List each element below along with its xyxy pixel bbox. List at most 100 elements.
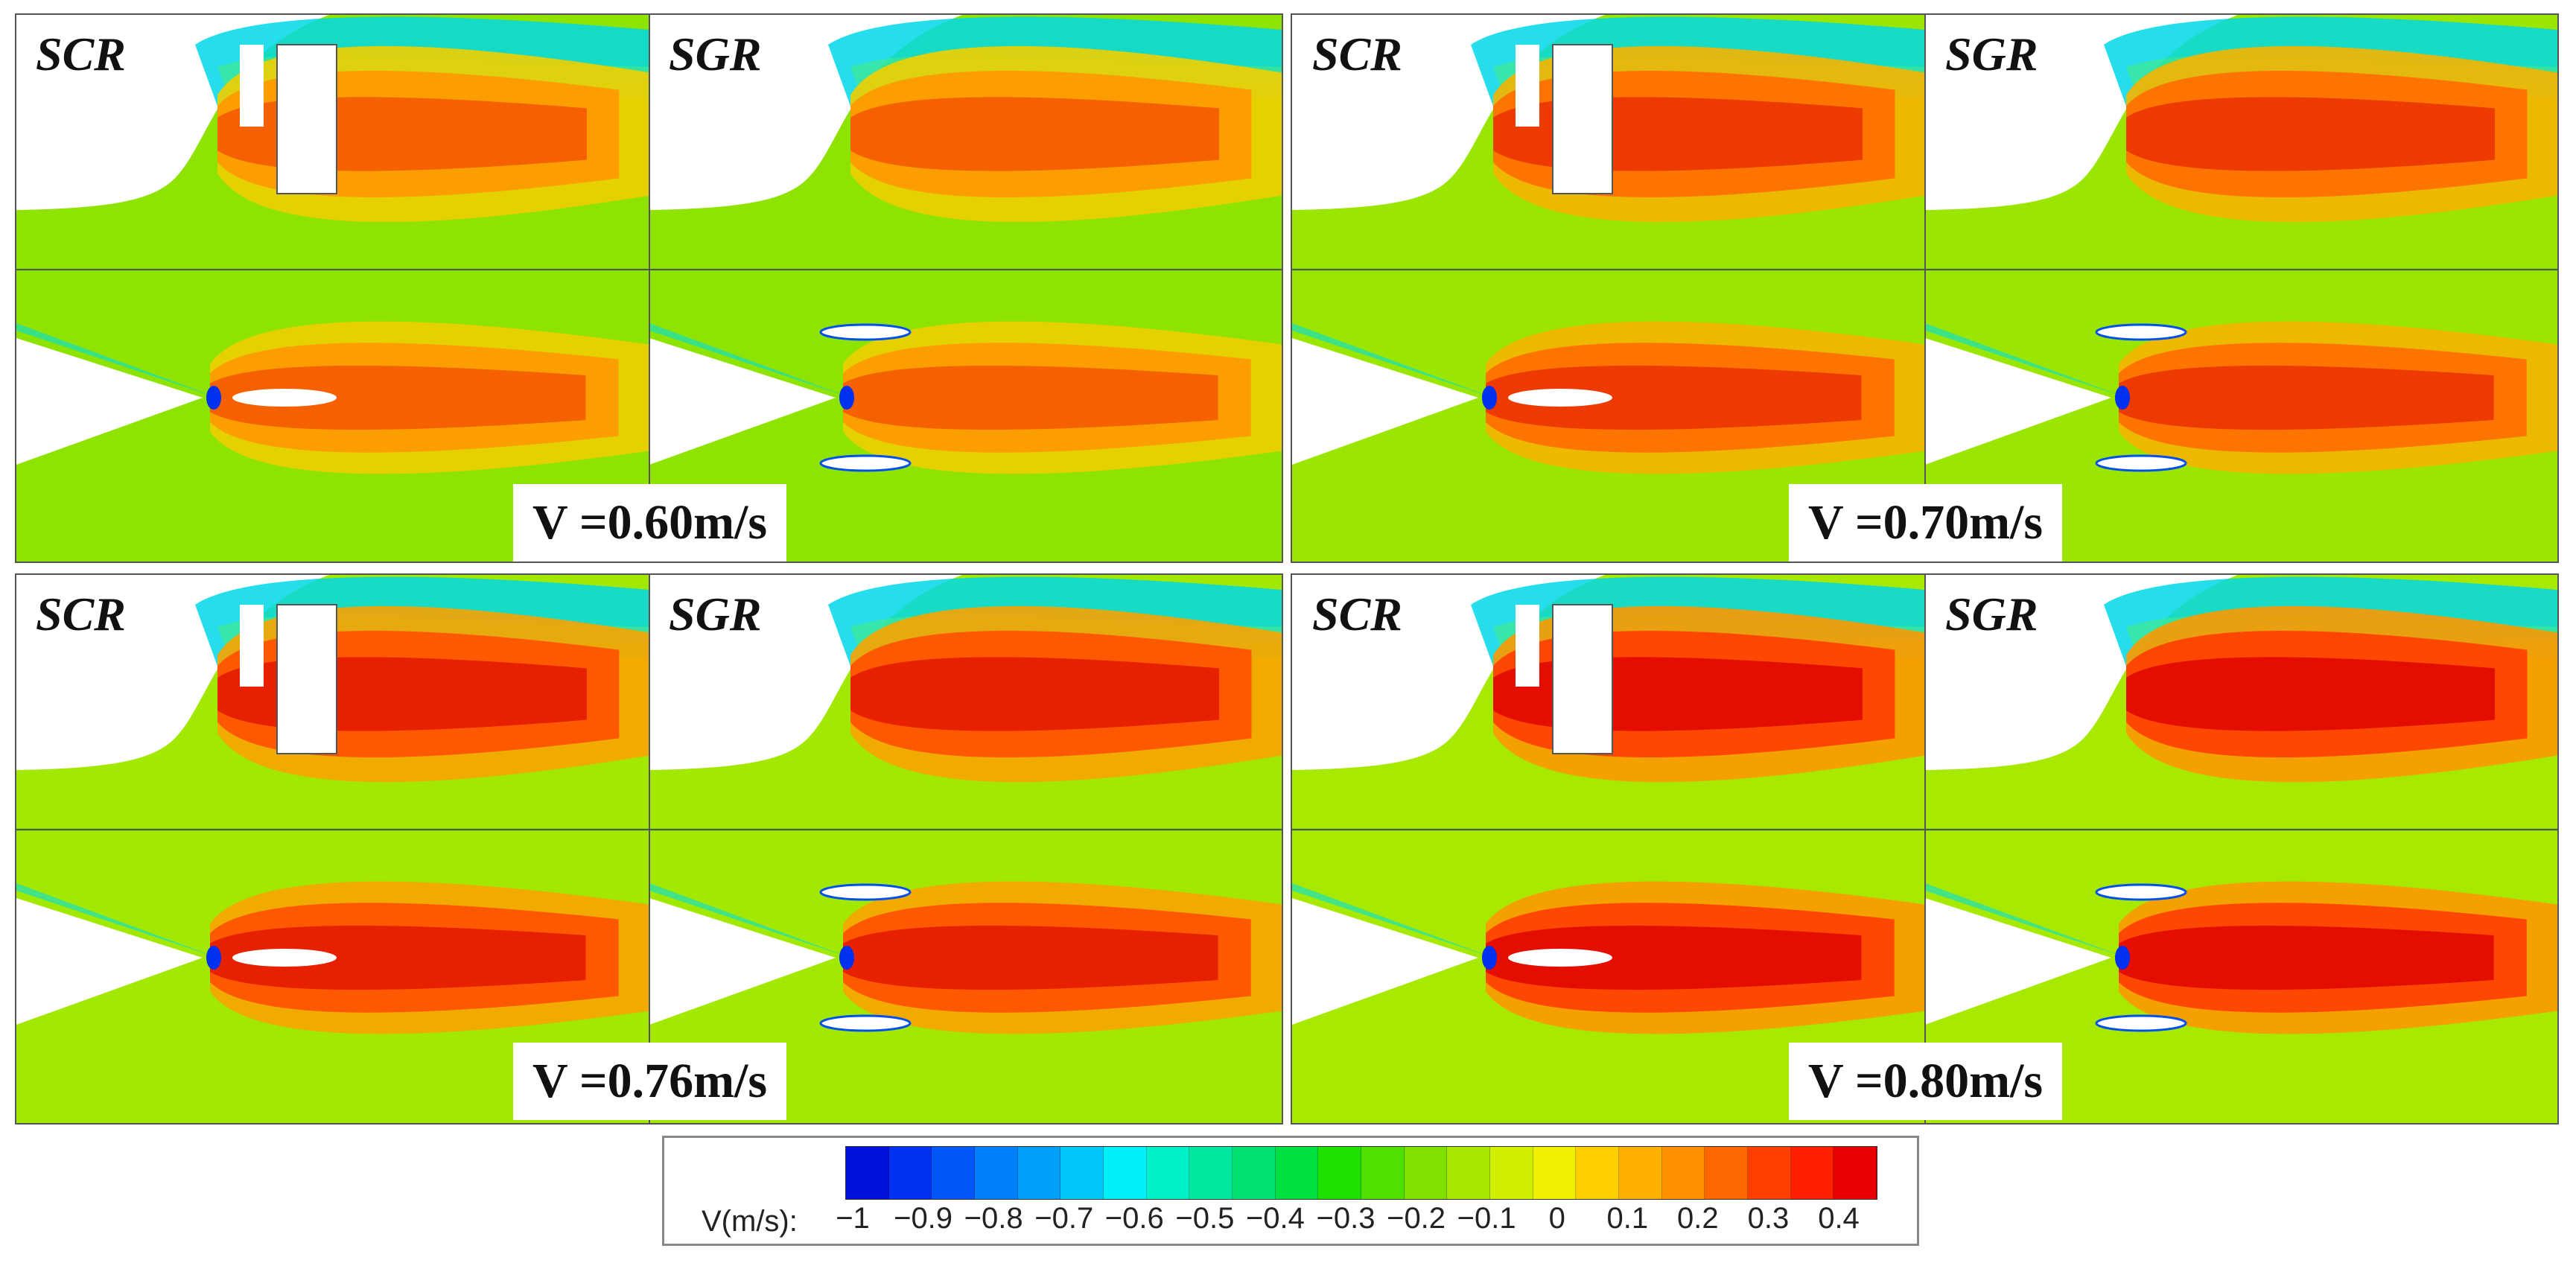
legend-tick: 0.3	[1747, 1202, 1790, 1235]
guide-rudder-bottom	[819, 454, 912, 472]
scr-hull-edge	[16, 323, 217, 398]
scr-hull-edge	[16, 883, 217, 958]
legend-title: V(m/s):	[702, 1205, 798, 1238]
legend-tick: −0.9	[894, 1202, 953, 1235]
scr-label: SCR	[36, 588, 126, 640]
scr-side-wake-layer	[1493, 97, 1863, 171]
legend-tick: 0.2	[1677, 1202, 1719, 1235]
propeller-side	[1516, 45, 1539, 127]
scr-rotor-core	[206, 946, 221, 970]
contour-group-3	[15, 573, 1283, 1125]
legend-swatch	[1661, 1147, 1705, 1199]
legend-swatch	[1318, 1147, 1362, 1199]
scr-hull-top	[1292, 338, 1478, 465]
sgr-top-wake-layer	[843, 366, 1218, 430]
sgr-label: SGR	[1945, 28, 2038, 80]
legend-swatch	[1361, 1147, 1405, 1199]
legend-colorbar	[845, 1146, 1877, 1200]
sgr-rotor-core	[2115, 946, 2130, 970]
velocity-label-3: V =0.76m/s	[513, 1043, 787, 1120]
legend-swatch	[1490, 1147, 1533, 1199]
scr-hull-top	[16, 898, 203, 1025]
rudder-top	[232, 389, 337, 407]
guide-rudder-top	[2095, 323, 2187, 341]
propeller-side	[1516, 605, 1539, 687]
scr-side-wake-layer	[1493, 657, 1863, 731]
scr-side-wake-layer	[217, 657, 587, 731]
legend-tick: 0.1	[1606, 1202, 1649, 1235]
contour-plot	[16, 575, 1282, 1123]
velocity-label-2: V =0.70m/s	[1789, 484, 2063, 562]
scr-top-wake-layer	[210, 926, 586, 990]
sgr-label: SGR	[1945, 588, 2038, 640]
sgr-hull-edge	[649, 883, 850, 958]
legend-tick: −0.2	[1387, 1202, 1446, 1235]
legend-tick: −1	[836, 1202, 870, 1235]
velocity-label-1: V =0.60m/s	[513, 484, 787, 562]
contour-group-4	[1291, 573, 2559, 1125]
scr-label: SCR	[1312, 588, 1402, 640]
legend-tick: −0.4	[1245, 1202, 1305, 1235]
scr-rotor-core	[206, 386, 221, 410]
legend-swatch	[1834, 1147, 1877, 1199]
legend-swatch	[1533, 1147, 1577, 1199]
legend-swatch	[1705, 1147, 1749, 1199]
sgr-hull-top	[649, 338, 836, 465]
legend-tick: −0.1	[1457, 1202, 1516, 1235]
legend-swatch	[975, 1147, 1018, 1199]
scr-top-wake-layer	[210, 366, 586, 430]
sgr-top-wake-layer	[843, 926, 1218, 990]
legend-tick: 0	[1548, 1202, 1565, 1235]
contour-plot	[1292, 575, 2557, 1123]
rudder-side	[1552, 604, 1613, 754]
sgr-side-wake-layer	[850, 97, 1220, 171]
guide-rudder-bottom	[819, 1014, 912, 1032]
legend-tick: −0.6	[1104, 1202, 1164, 1235]
scr-hull-top	[1292, 898, 1478, 1025]
propeller-side	[240, 45, 264, 127]
legend-swatch	[1576, 1147, 1620, 1199]
sgr-rotor-core	[839, 946, 854, 970]
legend-swatch	[1233, 1147, 1276, 1199]
contour-group-1	[15, 13, 1283, 563]
scr-top-wake-layer	[1486, 366, 1862, 430]
guide-rudder-top	[819, 883, 912, 901]
scr-rotor-core	[1482, 946, 1497, 970]
guide-rudder-top	[2095, 883, 2187, 901]
contour-plot	[1292, 15, 2557, 562]
contour-plot	[16, 15, 1282, 562]
sgr-hull-edge	[1925, 323, 2126, 398]
legend-swatch	[1404, 1147, 1448, 1199]
legend-swatch	[1619, 1147, 1662, 1199]
legend-swatch	[1060, 1147, 1104, 1199]
legend-swatch	[1790, 1147, 1834, 1199]
legend-tick: −0.5	[1175, 1202, 1235, 1235]
sgr-top-wake-layer	[2119, 366, 2494, 430]
legend-tick: −0.8	[964, 1202, 1023, 1235]
sgr-rotor-core	[839, 386, 854, 410]
legend-swatch	[846, 1147, 889, 1199]
rudder-side	[276, 604, 337, 754]
sgr-hull-top	[1925, 898, 2111, 1025]
legend-swatch	[932, 1147, 976, 1199]
sgr-hull-edge	[1925, 883, 2126, 958]
guide-rudder-bottom	[2095, 1014, 2187, 1032]
sgr-hull-top	[649, 898, 836, 1025]
legend-swatch	[1104, 1147, 1147, 1199]
scr-hull-top	[16, 338, 203, 465]
sgr-label: SGR	[669, 28, 762, 80]
sgr-hull-top	[1925, 338, 2111, 465]
propeller-side	[240, 605, 264, 687]
scr-hull-edge	[1292, 323, 1493, 398]
scr-side-wake-layer	[217, 97, 587, 171]
color-legend: V(m/s): −1 −0.9 −0.8 −0.7 −0.6 −0.5 −0.4 −0.3 −0…	[662, 1136, 1919, 1246]
rudder-side	[276, 44, 337, 194]
scr-rotor-core	[1482, 386, 1497, 410]
legend-tick: 0.4	[1818, 1202, 1860, 1235]
legend-swatch	[1748, 1147, 1791, 1199]
legend-swatch	[1017, 1147, 1061, 1199]
sgr-side-wake-layer	[2126, 657, 2496, 731]
scr-hull-edge	[1292, 883, 1493, 958]
legend-swatch	[1275, 1147, 1319, 1199]
sgr-hull-edge	[649, 323, 850, 398]
